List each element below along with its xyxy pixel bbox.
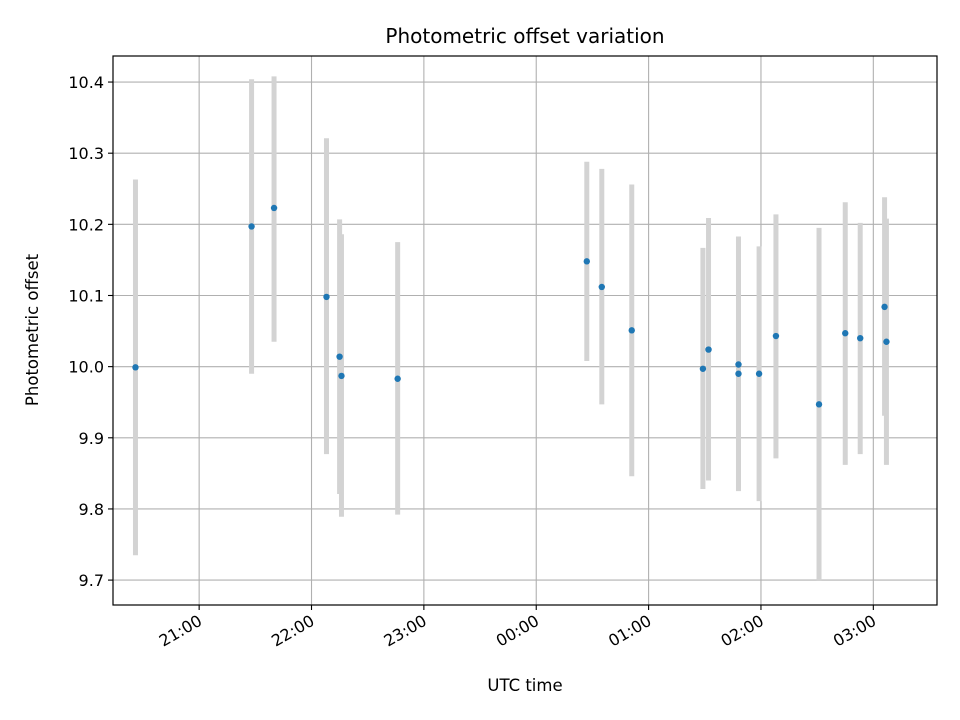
y-tick-label: 9.9: [79, 429, 104, 448]
data-point: [735, 370, 742, 377]
data-point: [338, 372, 345, 380]
data-point: [583, 258, 590, 265]
data-point: [336, 353, 343, 360]
data-points: [132, 204, 890, 408]
data-point: [270, 204, 278, 212]
data-point: [628, 327, 635, 334]
x-axis-label: UTC time: [487, 676, 562, 695]
y-axis-label: Photometric offset: [23, 253, 42, 406]
data-point: [699, 365, 707, 372]
data-point: [881, 303, 888, 311]
data-point: [705, 346, 712, 353]
y-tick-label: 10.2: [68, 215, 104, 234]
data-point: [323, 293, 330, 301]
data-point: [132, 364, 139, 371]
y-tick-label: 10.1: [68, 286, 104, 305]
data-point: [755, 370, 763, 377]
y-tick-label: 10.0: [68, 358, 104, 377]
plot-frame: [112, 55, 938, 606]
data-point: [598, 283, 605, 291]
y-tick-label: 9.8: [79, 500, 104, 519]
y-tick-label: 10.4: [68, 73, 104, 92]
data-point: [842, 330, 849, 337]
y-tick-label: 9.7: [79, 571, 104, 590]
data-point: [883, 338, 890, 345]
data-point: [772, 332, 780, 340]
data-point: [857, 334, 864, 342]
data-point: [735, 361, 742, 368]
y-tick-label: 10.3: [68, 144, 104, 163]
data-point: [394, 375, 401, 382]
data-point: [248, 223, 255, 230]
data-point: [815, 401, 823, 408]
y-axis: 9.7 9.8 9.9 10.0 10.1 10.2 10.3 10.4: [68, 73, 113, 590]
chart-title: Photometric offset variation: [385, 24, 664, 48]
